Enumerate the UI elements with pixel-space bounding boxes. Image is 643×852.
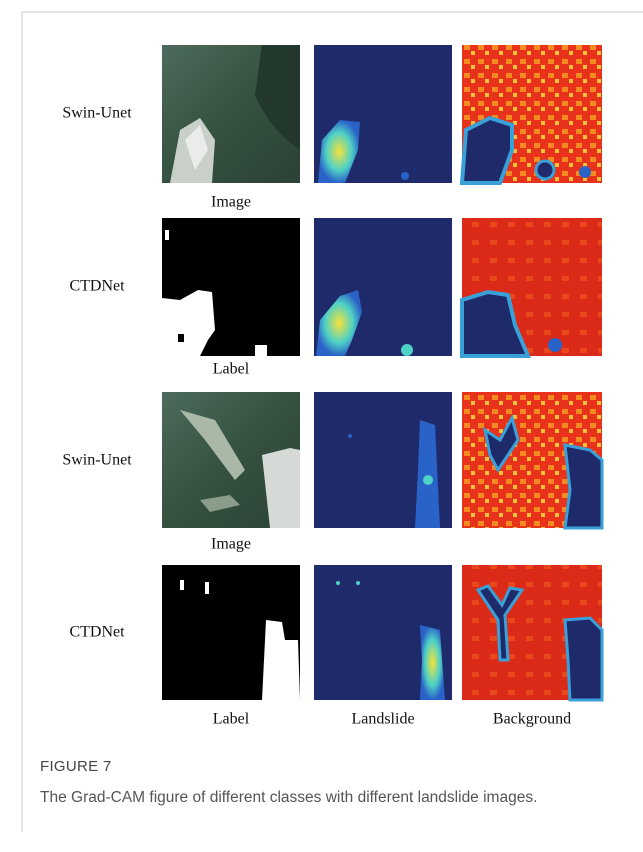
- satellite-image: [162, 392, 300, 528]
- image-caption: Image: [211, 536, 251, 553]
- row-label: Swin-Unet: [62, 452, 132, 469]
- column-label: Landslide: [351, 711, 414, 728]
- heatmap-landslide: [314, 45, 452, 183]
- label-mask: [162, 565, 300, 700]
- satellite-image: [162, 45, 300, 183]
- figure-caption: The Grad-CAM figure of different classes…: [40, 786, 620, 809]
- heatmap-background: [462, 45, 602, 183]
- heatmap-background: [462, 565, 602, 700]
- column-label: Background: [493, 711, 571, 728]
- row-label: Swin-Unet: [62, 105, 132, 122]
- row-label: CTDNet: [69, 624, 125, 641]
- figure: Swin-Unet Image CTDNet Label Swin-Unet: [0, 0, 643, 852]
- image-caption: Label: [213, 711, 250, 728]
- image-caption: Label: [213, 361, 250, 378]
- page: Swin-Unet Image CTDNet Label Swin-Unet: [0, 0, 643, 852]
- heatmap-background: [462, 392, 602, 528]
- heatmap-landslide: [314, 392, 452, 528]
- heatmap-landslide: [314, 218, 452, 356]
- figure-label: FIGURE 7: [40, 758, 112, 775]
- heatmap-background: [462, 218, 602, 356]
- heatmap-landslide: [314, 565, 452, 700]
- image-caption: Image: [211, 194, 251, 211]
- label-mask: [162, 218, 300, 356]
- row-label: CTDNet: [69, 278, 125, 295]
